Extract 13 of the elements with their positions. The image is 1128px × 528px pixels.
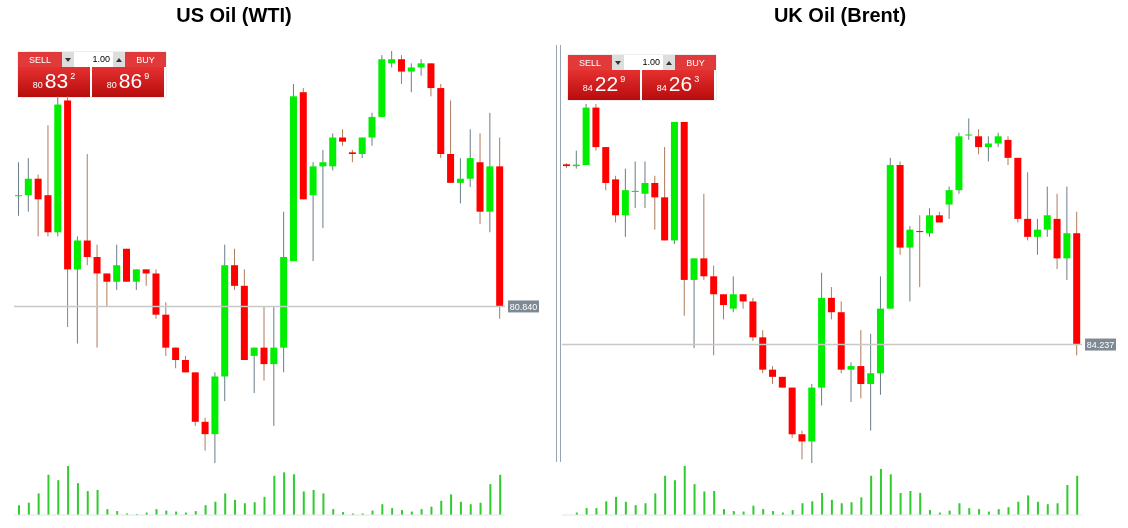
annotation: BUY	[125, 52, 166, 67]
annotation: SELL	[18, 52, 62, 67]
annotation: 9	[144, 71, 150, 81]
chart-title: US Oil (WTI)	[175, 4, 293, 27]
chart-title: UK Oil (Brent)	[772, 4, 908, 27]
annotation: 1.00	[74, 52, 113, 67]
annotation: 2	[70, 71, 76, 81]
annotation: 80.840	[509, 301, 538, 312]
annotation: 80	[106, 80, 117, 90]
annotation: 80	[32, 80, 43, 90]
annotation: 83	[44, 69, 69, 93]
annotation: 86	[118, 69, 143, 93]
annotation: 84.237	[1086, 340, 1115, 351]
